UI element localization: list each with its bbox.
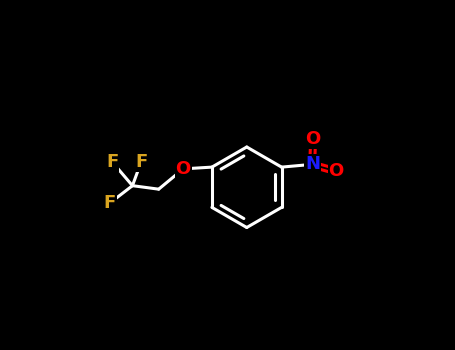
Text: F: F: [106, 153, 118, 171]
Text: N: N: [305, 155, 320, 173]
Text: F: F: [135, 153, 147, 171]
Text: F: F: [104, 194, 116, 212]
Text: O: O: [176, 160, 191, 178]
Text: O: O: [305, 130, 321, 148]
Text: O: O: [329, 162, 344, 180]
